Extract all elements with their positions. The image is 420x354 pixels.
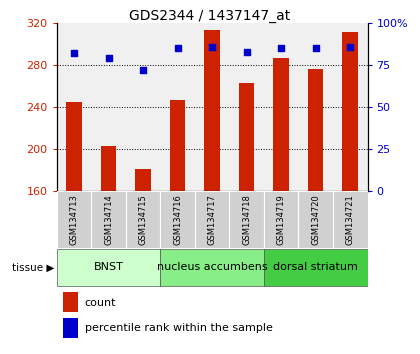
Bar xyxy=(160,249,264,286)
Bar xyxy=(63,318,79,338)
Bar xyxy=(91,191,126,248)
Point xyxy=(71,50,77,56)
Bar xyxy=(308,69,323,191)
Point xyxy=(312,45,319,51)
Text: dorsal striatum: dorsal striatum xyxy=(273,262,358,272)
Bar xyxy=(160,191,195,248)
Point xyxy=(105,56,112,61)
Text: GSM134715: GSM134715 xyxy=(139,194,147,245)
Bar xyxy=(101,146,116,191)
Text: GSM134721: GSM134721 xyxy=(346,194,355,245)
Bar xyxy=(273,58,289,191)
Text: GSM134718: GSM134718 xyxy=(242,194,251,245)
Text: GSM134713: GSM134713 xyxy=(69,194,79,245)
Bar xyxy=(66,102,82,191)
Point xyxy=(209,44,215,49)
Text: tissue ▶: tissue ▶ xyxy=(12,262,55,272)
Point xyxy=(347,44,354,49)
Text: GSM134720: GSM134720 xyxy=(311,194,320,245)
Bar xyxy=(264,191,299,248)
Text: GSM134716: GSM134716 xyxy=(173,194,182,245)
Point xyxy=(140,67,147,73)
Bar xyxy=(135,169,151,191)
Bar xyxy=(63,292,79,312)
Text: BNST: BNST xyxy=(94,262,123,272)
Text: nucleus accumbens: nucleus accumbens xyxy=(157,262,268,272)
Bar xyxy=(229,191,264,248)
Bar xyxy=(57,249,160,286)
Bar xyxy=(342,33,358,191)
Point xyxy=(174,45,181,51)
Point xyxy=(243,49,250,55)
Bar xyxy=(333,191,368,248)
Bar xyxy=(239,83,255,191)
Text: GDS2344 / 1437147_at: GDS2344 / 1437147_at xyxy=(129,9,291,23)
Bar xyxy=(126,191,160,248)
Bar xyxy=(57,191,91,248)
Text: GSM134714: GSM134714 xyxy=(104,194,113,245)
Text: GSM134717: GSM134717 xyxy=(207,194,217,245)
Bar xyxy=(195,191,229,248)
Text: count: count xyxy=(85,298,116,308)
Bar xyxy=(264,249,368,286)
Point xyxy=(278,45,284,51)
Bar xyxy=(170,100,185,191)
Bar xyxy=(299,191,333,248)
Text: GSM134719: GSM134719 xyxy=(277,194,286,245)
Bar xyxy=(205,30,220,191)
Text: percentile rank within the sample: percentile rank within the sample xyxy=(85,323,273,333)
